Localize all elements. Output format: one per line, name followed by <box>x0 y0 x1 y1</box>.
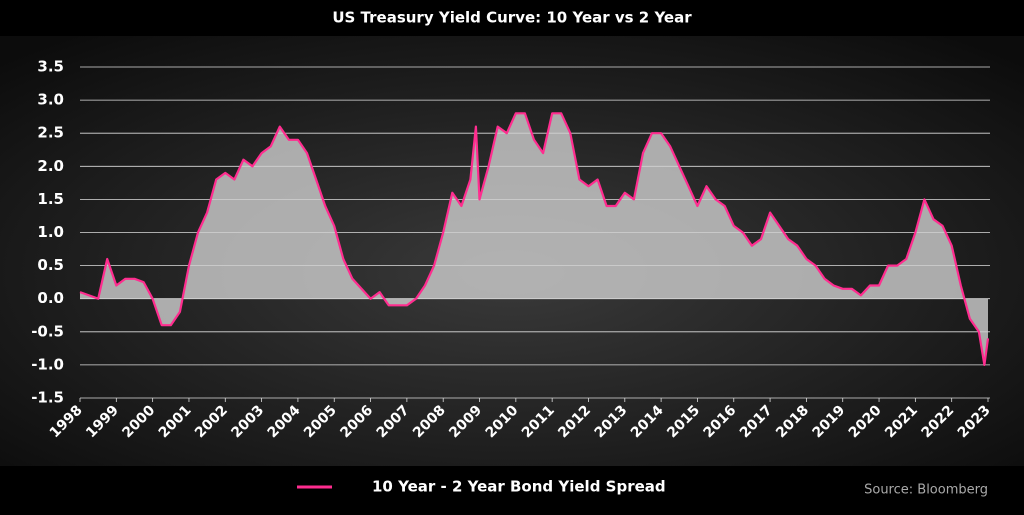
y-tick-label: -1.5 <box>31 389 64 407</box>
y-tick-label: 3.5 <box>37 58 64 76</box>
y-tick-label: 3.0 <box>37 91 64 109</box>
y-tick-label: 1.5 <box>37 190 64 208</box>
y-tick-label: -0.5 <box>31 322 64 340</box>
y-tick-label: 0.0 <box>37 289 64 307</box>
area <box>80 113 988 365</box>
y-tick-label: 2.5 <box>37 124 64 142</box>
source: Source: Bloomberg <box>864 483 988 498</box>
y-tick-label: -1.0 <box>31 355 64 373</box>
line <box>79 112 990 366</box>
y-tick-label: 0.5 <box>37 256 64 274</box>
chart-title: US Treasury Yield Curve: 10 Year vs 2 Ye… <box>332 9 692 27</box>
legend-label: 10 Year - 2 Year Bond Yield Spread <box>372 478 666 496</box>
y-tick-label: 2.0 <box>37 157 64 175</box>
y-tick-label: 1.0 <box>37 223 64 241</box>
